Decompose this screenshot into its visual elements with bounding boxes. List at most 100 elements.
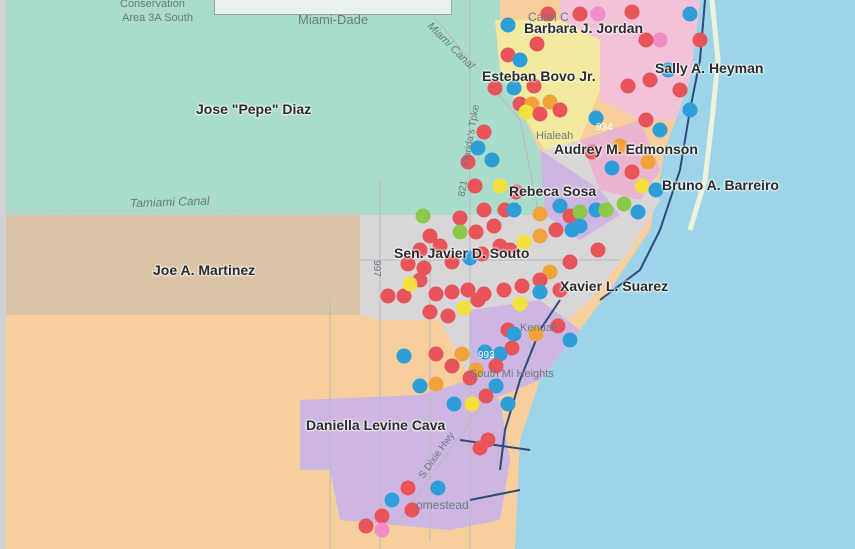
complaint-dot[interactable] bbox=[487, 80, 503, 96]
complaint-dot[interactable] bbox=[528, 326, 544, 342]
complaint-dot[interactable] bbox=[692, 32, 708, 48]
complaint-dot[interactable] bbox=[638, 112, 654, 128]
complaint-dot[interactable] bbox=[616, 196, 632, 212]
complaint-dot[interactable] bbox=[516, 234, 532, 250]
complaint-dot[interactable] bbox=[464, 396, 480, 412]
complaint-dot[interactable] bbox=[358, 518, 374, 534]
complaint-dot[interactable] bbox=[506, 326, 522, 342]
complaint-dot[interactable] bbox=[562, 332, 578, 348]
complaint-dot[interactable] bbox=[584, 144, 600, 160]
complaint-dot[interactable] bbox=[484, 152, 500, 168]
complaint-dot[interactable] bbox=[444, 358, 460, 374]
complaint-dot[interactable] bbox=[488, 378, 504, 394]
complaint-dot[interactable] bbox=[504, 340, 520, 356]
complaint-dot[interactable] bbox=[446, 396, 462, 412]
complaint-dot[interactable] bbox=[454, 346, 470, 362]
complaint-dot[interactable] bbox=[440, 308, 456, 324]
complaint-dot[interactable] bbox=[374, 522, 390, 538]
complaint-dot[interactable] bbox=[542, 264, 558, 280]
complaint-dot[interactable] bbox=[532, 284, 548, 300]
complaint-dot[interactable] bbox=[496, 282, 512, 298]
complaint-dot[interactable] bbox=[630, 204, 646, 220]
complaint-dot[interactable] bbox=[476, 124, 492, 140]
complaint-dot[interactable] bbox=[508, 184, 524, 200]
complaint-dot[interactable] bbox=[470, 292, 486, 308]
complaint-dot[interactable] bbox=[572, 218, 588, 234]
complaint-dot[interactable] bbox=[402, 276, 418, 292]
complaint-dot[interactable] bbox=[590, 242, 606, 258]
complaint-dot[interactable] bbox=[400, 256, 416, 272]
complaint-dot[interactable] bbox=[512, 296, 528, 312]
complaint-dot[interactable] bbox=[432, 238, 448, 254]
complaint-dot[interactable] bbox=[456, 300, 472, 316]
complaint-dot[interactable] bbox=[518, 104, 534, 120]
complaint-dot[interactable] bbox=[562, 254, 578, 270]
complaint-dot[interactable] bbox=[430, 480, 446, 496]
complaint-dot[interactable] bbox=[526, 78, 542, 94]
complaint-dot[interactable] bbox=[588, 110, 604, 126]
complaint-dot[interactable] bbox=[422, 304, 438, 320]
complaint-dot[interactable] bbox=[462, 370, 478, 386]
complaint-dot[interactable] bbox=[540, 6, 556, 22]
complaint-dot[interactable] bbox=[460, 282, 476, 298]
complaint-dot[interactable] bbox=[648, 182, 664, 198]
complaint-dot[interactable] bbox=[396, 288, 412, 304]
complaint-dot[interactable] bbox=[460, 154, 476, 170]
complaint-dot[interactable] bbox=[400, 480, 416, 496]
complaint-dot[interactable] bbox=[552, 282, 568, 298]
complaint-dot[interactable] bbox=[532, 272, 548, 288]
complaint-dot[interactable] bbox=[548, 222, 564, 238]
complaint-dot[interactable] bbox=[532, 106, 548, 122]
complaint-dot[interactable] bbox=[640, 154, 656, 170]
complaint-dot[interactable] bbox=[572, 6, 588, 22]
complaint-dot[interactable] bbox=[672, 82, 688, 98]
complaint-dot[interactable] bbox=[412, 242, 428, 258]
complaint-dot[interactable] bbox=[598, 202, 614, 218]
complaint-dot[interactable] bbox=[512, 52, 528, 68]
complaint-dot[interactable] bbox=[638, 32, 654, 48]
complaint-dot[interactable] bbox=[478, 388, 494, 404]
complaint-dot[interactable] bbox=[444, 284, 460, 300]
complaint-dot[interactable] bbox=[404, 502, 420, 518]
complaint-dot[interactable] bbox=[634, 178, 650, 194]
complaint-dot[interactable] bbox=[462, 250, 478, 266]
complaint-dot[interactable] bbox=[380, 288, 396, 304]
complaint-dot[interactable] bbox=[572, 204, 588, 220]
complaint-dot[interactable] bbox=[467, 178, 483, 194]
complaint-dot[interactable] bbox=[529, 36, 545, 52]
complaint-dot[interactable] bbox=[452, 224, 468, 240]
complaint-dot[interactable] bbox=[660, 62, 676, 78]
complaint-dot[interactable] bbox=[552, 198, 568, 214]
complaint-dot[interactable] bbox=[384, 492, 400, 508]
complaint-dot[interactable] bbox=[474, 246, 490, 262]
legend-panel[interactable] bbox=[214, 0, 452, 15]
complaint-dot[interactable] bbox=[396, 348, 412, 364]
complaint-dot[interactable] bbox=[472, 440, 488, 456]
complaint-dot[interactable] bbox=[552, 102, 568, 118]
complaint-dot[interactable] bbox=[500, 47, 516, 63]
complaint-dot[interactable] bbox=[470, 140, 486, 156]
complaint-dot[interactable] bbox=[624, 164, 640, 180]
complaint-dot[interactable] bbox=[532, 228, 548, 244]
complaint-dot[interactable] bbox=[506, 80, 522, 96]
complaint-dot[interactable] bbox=[532, 206, 548, 222]
complaint-dot[interactable] bbox=[476, 202, 492, 218]
complaint-dot[interactable] bbox=[652, 122, 668, 138]
complaint-dot[interactable] bbox=[542, 94, 558, 110]
complaint-dot[interactable] bbox=[422, 228, 438, 244]
complaint-dot[interactable] bbox=[514, 278, 530, 294]
complaint-dot[interactable] bbox=[502, 242, 518, 258]
complaint-dot[interactable] bbox=[492, 178, 508, 194]
complaint-dot[interactable] bbox=[652, 32, 668, 48]
complaint-dot[interactable] bbox=[500, 17, 516, 33]
complaint-dot[interactable] bbox=[604, 160, 620, 176]
complaint-dot[interactable] bbox=[590, 6, 606, 22]
complaint-dot[interactable] bbox=[500, 396, 516, 412]
complaint-dot[interactable] bbox=[492, 346, 508, 362]
complaint-dot[interactable] bbox=[412, 378, 428, 394]
complaint-dot[interactable] bbox=[488, 358, 504, 374]
complaint-dot[interactable] bbox=[612, 138, 628, 154]
complaint-dot[interactable] bbox=[444, 254, 460, 270]
complaint-dot[interactable] bbox=[682, 102, 698, 118]
